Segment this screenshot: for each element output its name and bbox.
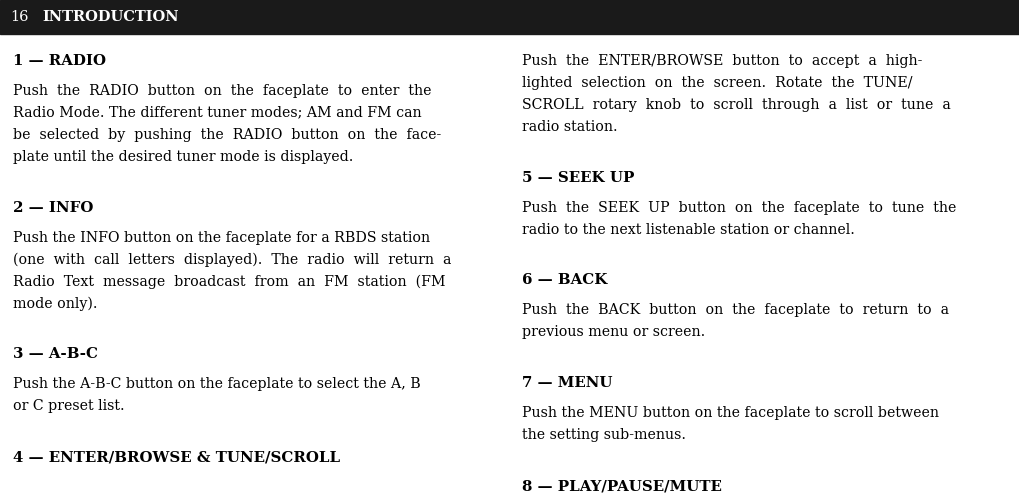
Text: 16: 16 [10, 10, 29, 24]
Text: be  selected  by  pushing  the  RADIO  button  on  the  face-: be selected by pushing the RADIO button … [13, 128, 441, 142]
Text: 2 — INFO: 2 — INFO [13, 201, 94, 215]
Text: 1 — RADIO: 1 — RADIO [13, 54, 106, 68]
Text: Push  the  RADIO  button  on  the  faceplate  to  enter  the: Push the RADIO button on the faceplate t… [13, 84, 432, 98]
Text: (one  with  call  letters  displayed).  The  radio  will  return  a: (one with call letters displayed). The r… [13, 252, 451, 267]
Text: 3 — A-B-C: 3 — A-B-C [13, 347, 98, 361]
Text: 7 — MENU: 7 — MENU [522, 376, 612, 390]
Text: 4 — ENTER/BROWSE & TUNE/SCROLL: 4 — ENTER/BROWSE & TUNE/SCROLL [13, 450, 340, 464]
Text: lighted  selection  on  the  screen.  Rotate  the  TUNE/: lighted selection on the screen. Rotate … [522, 76, 912, 90]
Text: plate until the desired tuner mode is displayed.: plate until the desired tuner mode is di… [13, 150, 354, 164]
Text: Push the MENU button on the faceplate to scroll between: Push the MENU button on the faceplate to… [522, 406, 938, 420]
Text: Push the INFO button on the faceplate for a RBDS station: Push the INFO button on the faceplate fo… [13, 231, 430, 245]
Text: Push  the  SEEK  UP  button  on  the  faceplate  to  tune  the: Push the SEEK UP button on the faceplate… [522, 201, 956, 215]
Text: Push  the  BACK  button  on  the  faceplate  to  return  to  a: Push the BACK button on the faceplate to… [522, 303, 949, 317]
Text: Radio Mode. The different tuner modes; AM and FM can: Radio Mode. The different tuner modes; A… [13, 106, 422, 120]
Bar [0, 0, 1019, 34]
Text: previous menu or screen.: previous menu or screen. [522, 325, 705, 339]
Text: mode only).: mode only). [13, 296, 98, 311]
Text: radio to the next listenable station or channel.: radio to the next listenable station or … [522, 223, 855, 237]
Text: 6 — BACK: 6 — BACK [522, 273, 607, 287]
Text: radio station.: radio station. [522, 120, 618, 134]
Text: the setting sub-menus.: the setting sub-menus. [522, 428, 686, 442]
Text: SCROLL  rotary  knob  to  scroll  through  a  list  or  tune  a: SCROLL rotary knob to scroll through a l… [522, 98, 951, 112]
Text: Push the A-B-C button on the faceplate to select the A, B: Push the A-B-C button on the faceplate t… [13, 377, 421, 391]
Text: 5 — SEEK UP: 5 — SEEK UP [522, 171, 634, 185]
Text: 8 — PLAY/PAUSE/MUTE: 8 — PLAY/PAUSE/MUTE [522, 479, 721, 493]
Text: Radio  Text  message  broadcast  from  an  FM  station  (FM: Radio Text message broadcast from an FM … [13, 274, 445, 289]
Text: or C preset list.: or C preset list. [13, 399, 125, 413]
Text: Push  the  ENTER/BROWSE  button  to  accept  a  high-: Push the ENTER/BROWSE button to accept a… [522, 54, 922, 68]
Text: INTRODUCTION: INTRODUCTION [43, 10, 179, 24]
